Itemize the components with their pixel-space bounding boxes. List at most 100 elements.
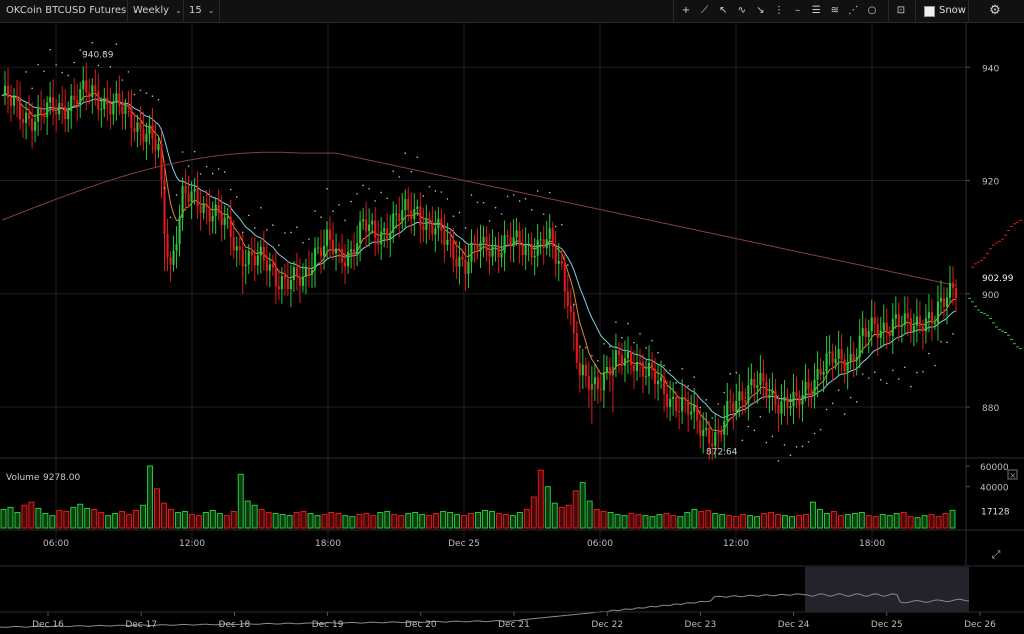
current-price-label: 902.99 xyxy=(982,274,1014,284)
price-tick-label: 940 xyxy=(982,64,999,74)
symbol-selector[interactable]: OKCoin BTCUSD Futures ⌄ xyxy=(0,0,139,22)
candle-up xyxy=(67,111,70,120)
volume-bar xyxy=(586,500,593,529)
vertical-line-icon[interactable]: ⋮ xyxy=(774,5,784,16)
candle-down xyxy=(196,188,199,207)
candle-up xyxy=(202,203,205,214)
candle-up xyxy=(593,377,596,385)
psar-dot xyxy=(699,406,701,409)
candle-up xyxy=(310,269,314,275)
candle-up xyxy=(545,239,548,249)
navigator-tick-label: Dec 22 xyxy=(591,620,623,630)
psar-dot xyxy=(777,460,780,462)
candle-up xyxy=(735,400,738,412)
psar-dot xyxy=(260,206,262,209)
candle-up xyxy=(34,121,37,131)
volume-bar xyxy=(572,490,579,529)
candle-up xyxy=(401,210,404,222)
psar-dot xyxy=(398,176,401,178)
psar-dot xyxy=(879,379,882,381)
candle-down xyxy=(130,107,133,129)
forecast-upper-step xyxy=(983,257,986,259)
volume-bar xyxy=(544,486,551,529)
candle-down xyxy=(40,108,43,114)
candle-up xyxy=(747,385,750,403)
candle-up xyxy=(359,221,362,244)
candle-up xyxy=(939,298,943,302)
fan-icon[interactable]: ⋰ xyxy=(848,5,859,16)
candle-down xyxy=(954,287,958,299)
period-selector[interactable]: Weekly ⌄ xyxy=(127,0,184,22)
volume-bar xyxy=(223,515,230,529)
psar-dot xyxy=(524,197,527,200)
candle-down xyxy=(241,249,244,267)
psar-dot xyxy=(795,445,798,448)
volume-bar xyxy=(551,502,558,529)
price-chart[interactable]: 940 920 900 880 902.99 940.89 872.64 Volume 92… xyxy=(0,22,1024,634)
candle-up xyxy=(723,420,726,435)
candle-up xyxy=(936,301,939,324)
forecast-upper-step xyxy=(1019,219,1022,221)
screenshot-icon[interactable]: ⊡ xyxy=(896,5,906,16)
candle-down xyxy=(232,237,235,251)
candle-down xyxy=(687,399,690,415)
psar-dot xyxy=(633,341,635,344)
candle-down xyxy=(55,111,58,115)
psar-dot xyxy=(356,193,358,195)
candle-down xyxy=(118,93,121,107)
volume-bar xyxy=(14,512,21,529)
interval-selector[interactable]: 15 ⌄ xyxy=(183,0,220,22)
candle-down xyxy=(452,240,455,259)
forecast-upper-step xyxy=(1010,225,1013,227)
forecast-lower-step xyxy=(986,314,989,316)
crosshair-icon[interactable]: + xyxy=(681,5,691,16)
candle-up xyxy=(148,125,151,134)
forecast-lower-step xyxy=(968,297,971,299)
candle-down xyxy=(262,246,265,261)
volume-bar xyxy=(649,516,656,529)
circle-icon[interactable]: ○ xyxy=(867,5,877,16)
psar-dot xyxy=(753,429,756,432)
volume-bar xyxy=(635,514,642,529)
psar-dot xyxy=(542,213,545,215)
volume-bar xyxy=(600,510,607,529)
settings-gear-icon[interactable]: ⚙ xyxy=(989,3,1001,18)
forecast-lower-step xyxy=(998,329,1001,331)
candle-down xyxy=(506,235,509,238)
candle-up xyxy=(524,244,527,256)
trend-line-icon[interactable]: ⟋ xyxy=(701,5,709,16)
candle-down xyxy=(455,258,458,267)
pitchfork-icon[interactable]: ≋ xyxy=(830,5,839,16)
candle-down xyxy=(265,260,268,271)
volume-bar xyxy=(56,509,63,529)
snow-checkbox[interactable] xyxy=(924,6,935,17)
candle-up xyxy=(470,242,473,262)
volume-bar xyxy=(879,514,886,529)
volume-bar xyxy=(907,516,914,529)
candle-up xyxy=(879,330,882,338)
volume-bar xyxy=(844,514,851,529)
psar-dot xyxy=(952,333,954,335)
psar-dot xyxy=(560,223,563,226)
candle-up xyxy=(350,249,353,252)
volume-bar xyxy=(84,507,91,529)
candle-down xyxy=(419,206,422,226)
candle-down xyxy=(43,113,46,118)
navigator-pane[interactable]: Dec 16 Dec 17 Dec 18 Dec 19 Dec 20 Dec 21 Dec … xyxy=(0,567,1024,630)
volume-bar xyxy=(77,503,84,529)
candle-down xyxy=(208,207,211,222)
psar-dot xyxy=(290,231,292,234)
candle-up xyxy=(347,251,350,267)
period-label: Weekly xyxy=(133,5,170,16)
forecast-lower-step xyxy=(1019,348,1022,350)
candle-up xyxy=(804,381,807,395)
arrow-line-icon[interactable]: ↖ xyxy=(718,5,728,16)
psar-dot xyxy=(572,303,575,306)
volume-bar xyxy=(719,514,726,529)
arrow-down-right-icon[interactable]: ↘ xyxy=(756,5,765,16)
candle-up xyxy=(702,430,705,436)
curve-line-icon[interactable]: ∿ xyxy=(737,5,746,16)
fibonacci-icon[interactable]: ☰ xyxy=(811,5,821,16)
forecast-lower-step xyxy=(1001,330,1004,332)
horizontal-line-icon[interactable]: – xyxy=(795,5,801,16)
